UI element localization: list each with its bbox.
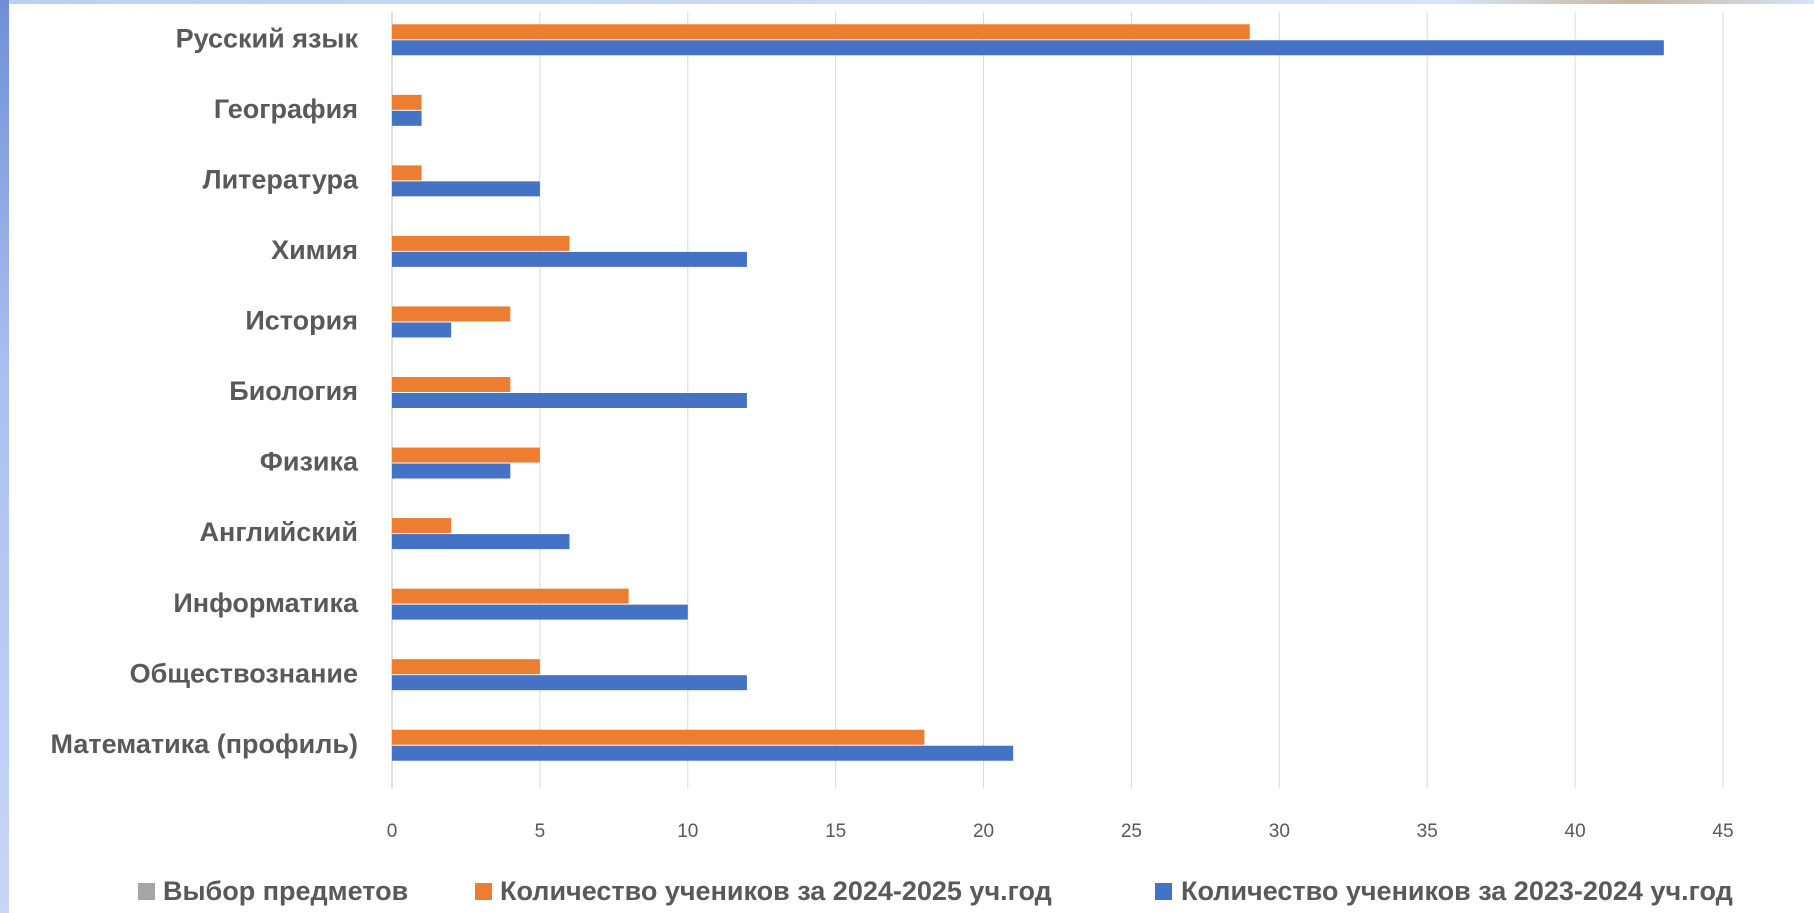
legend-swatch [138,883,155,900]
bar-2023-2024 [392,40,1664,55]
legend-label: Количество учеников за 2023-2024 уч.год [1181,876,1733,906]
x-tick-label: 5 [535,821,546,842]
x-tick-label: 40 [1565,821,1586,842]
x-tick-label: 45 [1712,821,1733,842]
bar-2023-2024 [392,322,451,337]
legend: Выбор предметов Количество учеников за 20… [138,876,1733,906]
legend-swatch [475,883,492,900]
x-tick-labels: 0 5 10 15 20 25 30 35 40 45 [387,821,1734,842]
x-tick-label: 10 [677,821,698,842]
legend-swatch [1155,883,1172,900]
category-label: Биология [229,376,358,406]
bar-2024-2025 [392,236,569,251]
bar-2023-2024 [392,252,747,267]
category-labels: Математика (профиль) Обществознание Информ… [51,23,359,758]
bar-2023-2024 [392,111,422,126]
bar-2024-2025 [392,448,540,463]
bar-2023-2024 [392,393,747,408]
bar-2024-2025 [392,730,924,745]
category-label: Химия [271,235,358,265]
legend-label: Количество учеников за 2024-2025 уч.год [500,876,1052,906]
category-label: Русский язык [176,23,359,53]
category-label: Английский [200,517,358,547]
bar-2023-2024 [392,534,569,549]
bar-2023-2024 [392,746,1013,761]
bar-2024-2025 [392,377,510,392]
x-tick-label: 25 [1121,821,1142,842]
bar-2023-2024 [392,181,540,196]
category-label: Информатика [173,588,359,618]
category-label: Обществознание [130,658,358,688]
bar-2024-2025 [392,95,422,110]
category-label: География [214,94,358,124]
legend-label: Выбор предметов [163,876,408,906]
x-tick-label: 35 [1417,821,1438,842]
bar-2023-2024 [392,464,510,479]
bar-2024-2025 [392,518,451,533]
bar-2024-2025 [392,306,510,321]
bar-2024-2025 [392,24,1250,39]
category-label: Физика [260,447,359,477]
x-tick-label: 20 [973,821,994,842]
bar-2023-2024 [392,675,747,690]
category-label: Математика (профиль) [51,729,358,759]
category-label: История [245,306,358,336]
bar-2024-2025 [392,659,540,674]
x-tick-label: 30 [1269,821,1290,842]
x-tick-label: 15 [825,821,846,842]
bar-2024-2025 [392,589,629,604]
bars [392,24,1664,760]
bar-2023-2024 [392,605,688,620]
bar-2024-2025 [392,165,422,180]
category-label: Литература [203,164,359,194]
x-tick-label: 0 [387,821,398,842]
